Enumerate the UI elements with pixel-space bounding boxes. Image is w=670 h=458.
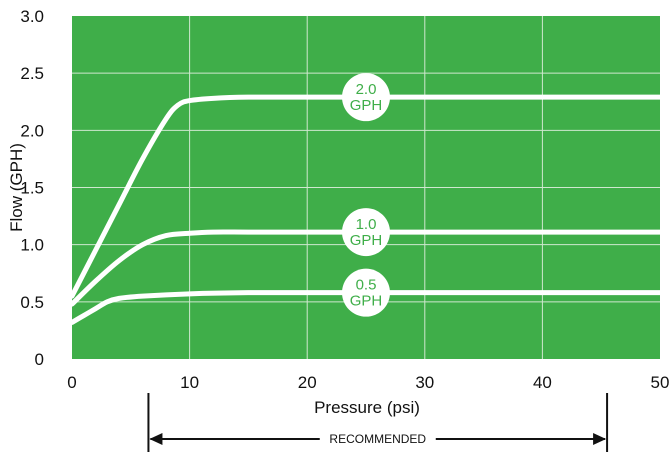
recommended-arrowhead-left <box>149 433 163 445</box>
series-label-unit: GPH <box>350 232 383 249</box>
x-tick-label: 50 <box>651 373 670 392</box>
series-label-value: 1.0 <box>356 216 377 233</box>
series-label-unit: GPH <box>350 293 383 310</box>
x-tick-label: 10 <box>180 373 199 392</box>
series-label-badge <box>342 268 390 317</box>
series-label-value: 0.5 <box>356 277 377 294</box>
y-axis-tick-labels: 0 0.5 1.0 1.5 2.0 2.5 3.0 <box>20 7 44 369</box>
x-axis-tick-labels: 0 10 20 30 40 50 <box>67 373 669 392</box>
y-tick-label: 0 <box>35 350 44 369</box>
series-line <box>69 290 663 325</box>
series-line <box>69 94 663 299</box>
y-axis-title: Flow (GPH) <box>7 143 26 232</box>
x-axis-title: Pressure (psi) <box>314 398 420 417</box>
recommended-label: RECOMMENDED <box>329 432 426 446</box>
series-line <box>69 229 663 307</box>
x-tick-label: 0 <box>67 373 76 392</box>
series-label-badge <box>342 208 390 257</box>
y-tick-label: 0.5 <box>20 293 44 312</box>
y-tick-label: 2.0 <box>20 121 44 140</box>
y-tick-label: 1.0 <box>20 236 44 255</box>
series-lines <box>69 94 663 325</box>
y-tick-label: 3.0 <box>20 7 44 26</box>
x-tick-label: 20 <box>298 373 317 392</box>
recommended-arrowhead-right <box>593 433 607 445</box>
series-label-unit: GPH <box>350 97 383 114</box>
series-label-badge <box>342 73 390 122</box>
x-tick-label: 40 <box>533 373 552 392</box>
y-tick-label: 2.5 <box>20 64 44 83</box>
y-tick-label: 1.5 <box>20 179 44 198</box>
series-label-value: 2.0 <box>356 81 377 98</box>
x-tick-label: 30 <box>415 373 434 392</box>
recommended-range: RECOMMENDED <box>147 393 609 452</box>
